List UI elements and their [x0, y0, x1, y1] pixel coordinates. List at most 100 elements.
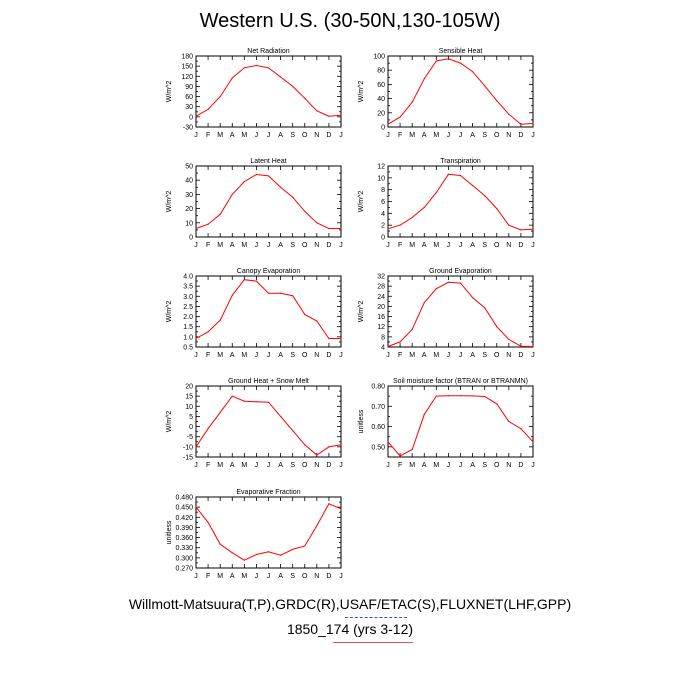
y-tick-label: 0: [381, 125, 385, 132]
x-tick-label: N: [506, 242, 511, 249]
data-point: [243, 279, 245, 281]
data-point: [279, 76, 282, 78]
x-tick-label: S: [482, 462, 487, 469]
panel-title: Soil moisture factor (BTRAN or BTRANMN): [393, 378, 528, 385]
series-line: [387, 395, 534, 457]
data-point: [207, 108, 209, 111]
y-tick-label: 1.0: [183, 334, 193, 341]
data-point: [520, 229, 522, 231]
panel-title: Latent Heat: [250, 158, 286, 165]
y-tick-label: 0.450: [175, 505, 193, 512]
y-tick-label: 10: [377, 175, 385, 182]
caption-datasets: Willmott-Matsuura(T,P),GRDC(R),USAF/ETAC…: [128, 596, 572, 612]
y-tick-label: 0.390: [175, 525, 193, 532]
data-point: [435, 60, 437, 62]
data-point: [279, 415, 282, 418]
x-tick-label: M: [217, 352, 223, 359]
y-tick-label: 32: [377, 274, 385, 281]
data-point: [304, 444, 306, 446]
x-tick-label: M: [241, 132, 247, 139]
x-tick-label: M: [409, 352, 415, 359]
x-tick-label: D: [518, 352, 523, 359]
data-point: [219, 543, 221, 545]
x-tick-label: J: [267, 242, 271, 249]
y-tick-label: 0.270: [175, 566, 193, 573]
y-tick-label: 90: [185, 84, 193, 91]
x-tick-label: A: [422, 352, 427, 359]
y-tick-label: 180: [181, 54, 193, 61]
panel-title: Ground Heat + Snow Melt: [228, 378, 309, 385]
y-tick-label: 0.70: [371, 404, 385, 411]
x-tick-label: N: [314, 462, 319, 469]
data-point: [316, 222, 318, 224]
x-tick-label: D: [326, 132, 331, 139]
data-point: [219, 213, 221, 215]
data-point: [508, 224, 510, 226]
y-tick-label: 50: [185, 164, 193, 171]
data-point: [484, 85, 486, 87]
data-point: [387, 228, 389, 230]
series-line: [195, 64, 342, 117]
x-tick-label: S: [482, 352, 487, 359]
x-tick-label: F: [206, 352, 210, 359]
data-point: [496, 326, 498, 328]
x-tick-label: D: [518, 462, 523, 469]
panel-9: Evaporative Fraction unitless 0.270 0.300 0.…: [166, 489, 343, 580]
x-tick-label: S: [290, 132, 295, 139]
data-point: [471, 395, 474, 397]
x-tick-label: M: [241, 242, 247, 249]
y-tick-label: -30: [183, 125, 193, 132]
x-tick-label: M: [409, 132, 415, 139]
data-point: [304, 313, 306, 316]
x-tick-label: J: [531, 242, 535, 249]
x-tick-label: J: [267, 462, 271, 469]
y-axis-label: W/m^2: [358, 191, 365, 213]
data-point: [484, 194, 486, 197]
data-point: [447, 281, 450, 283]
x-tick-label: O: [494, 462, 500, 469]
y-tick-label: -5: [187, 434, 193, 441]
x-tick-label: A: [230, 462, 235, 469]
x-tick-label: N: [314, 242, 319, 249]
x-tick-label: F: [206, 132, 210, 139]
data-point: [423, 78, 425, 80]
x-tick-label: O: [302, 352, 308, 359]
data-point: [316, 320, 318, 322]
x-tick-label: D: [326, 242, 331, 249]
data-point: [219, 319, 221, 321]
y-tick-label: 8: [381, 334, 385, 341]
x-tick-label: M: [217, 242, 223, 249]
panel-title: Evaporative Fraction: [236, 489, 300, 496]
panel-frame: [195, 275, 342, 348]
x-tick-label: A: [230, 242, 235, 249]
data-point: [316, 454, 318, 456]
data-point: [411, 328, 413, 330]
x-tick-label: J: [386, 352, 390, 359]
data-point: [219, 411, 221, 413]
y-tick-label: 100: [373, 54, 385, 61]
x-tick-label: A: [230, 132, 235, 139]
x-tick-label: M: [433, 462, 439, 469]
caption-case: 1850_174 (yrs 3-12): [286, 621, 414, 637]
x-tick-label: F: [398, 352, 402, 359]
data-point: [423, 413, 425, 415]
data-point: [243, 400, 245, 402]
y-tick-label: 4.0: [183, 274, 193, 281]
x-tick-label: O: [494, 132, 500, 139]
x-tick-label: D: [518, 242, 523, 249]
data-point: [255, 64, 258, 67]
y-tick-label: 1.5: [183, 324, 193, 331]
data-point: [447, 395, 450, 397]
series-line: [195, 395, 342, 456]
x-tick-label: N: [506, 462, 511, 469]
x-tick-label: N: [314, 573, 319, 580]
data-point: [195, 115, 197, 117]
y-tick-label: 0: [189, 424, 193, 431]
y-tick-label: 8: [381, 187, 385, 194]
x-tick-label: M: [409, 462, 415, 469]
data-point: [508, 420, 510, 423]
y-tick-label: 80: [377, 68, 385, 75]
panel-title: Ground Evaporation: [429, 268, 492, 275]
data-point: [231, 193, 233, 195]
